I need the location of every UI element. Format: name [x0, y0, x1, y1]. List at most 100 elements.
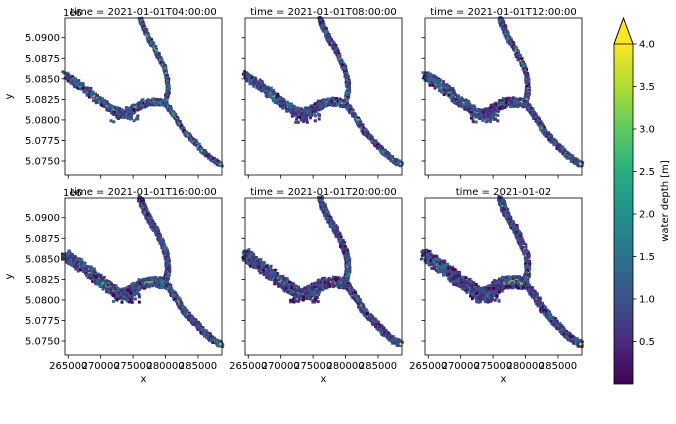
data-cell: [116, 117, 120, 120]
data-cell: [435, 81, 438, 85]
data-cell: [169, 109, 173, 113]
data-cell: [519, 97, 522, 100]
data-cell: [69, 81, 72, 84]
data-cell: [176, 120, 180, 124]
data-cell: [397, 162, 401, 166]
data-cell: [136, 114, 140, 118]
data-cell: [266, 85, 270, 89]
data-cell: [331, 44, 335, 48]
data-cell: [333, 102, 337, 106]
data-cell: [105, 107, 109, 111]
data-cell: [295, 117, 299, 121]
data-cell: [271, 93, 275, 96]
data-cell: [135, 117, 139, 121]
data-cell: [303, 106, 307, 110]
data-cell: [247, 78, 251, 81]
data-cell: [467, 109, 471, 112]
data-cell: [381, 149, 385, 153]
data-cell: [286, 101, 290, 105]
data-cell: [102, 102, 106, 106]
data-cell: [150, 99, 154, 102]
data-cell: [164, 93, 167, 97]
data-cell: [449, 95, 453, 99]
data-cell: [505, 100, 509, 104]
data-cell: [455, 97, 459, 101]
data-cell: [152, 98, 156, 101]
data-cell: [261, 89, 265, 93]
data-cell: [326, 35, 330, 39]
data-cell: [424, 75, 427, 79]
data-cell: [155, 97, 159, 101]
data-cell: [447, 93, 451, 97]
data-cell: [469, 107, 472, 110]
data-cell: [499, 101, 503, 105]
data-cell: [450, 97, 454, 101]
data-cell: [277, 95, 280, 98]
data-cell: [336, 49, 340, 53]
data-cell: [247, 75, 251, 79]
data-cell: [319, 103, 323, 106]
data-cell: [126, 116, 130, 120]
data-cell: [359, 120, 363, 124]
data-cell: [266, 90, 270, 94]
data-cell: [281, 106, 285, 110]
data-cell: [166, 92, 170, 96]
data-cell: [66, 79, 70, 83]
data-cell: [324, 34, 327, 38]
data-cell: [144, 102, 147, 106]
panel-title: time = 2021-01-01T04:00:00: [70, 7, 216, 18]
data-cell: [358, 125, 362, 129]
data-cell: [448, 85, 451, 89]
data-cell: [141, 100, 145, 103]
data-cell: [273, 97, 277, 101]
data-cell: [324, 98, 327, 102]
data-cell: [66, 77, 70, 80]
data-cell: [147, 36, 151, 40]
data-cell: [431, 83, 435, 87]
data-cell: [336, 100, 340, 103]
data-cell: [321, 20, 325, 24]
data-cell: [322, 101, 326, 104]
data-cell: [323, 103, 326, 107]
data-cell: [502, 103, 506, 107]
data-cell: [449, 89, 453, 92]
data-cell: [484, 115, 488, 119]
data-cell: [246, 73, 250, 77]
data-cell: [162, 65, 165, 69]
data-cell: [265, 89, 269, 93]
data-cell: [344, 91, 348, 95]
data-cell: [432, 79, 436, 82]
data-cell: [79, 83, 82, 86]
data-cell: [387, 157, 391, 160]
data-cell: [268, 94, 272, 97]
data-cell: [437, 77, 441, 81]
data-cell: [442, 86, 446, 90]
data-cell: [427, 79, 431, 83]
data-cell: [309, 112, 313, 116]
data-cell: [446, 88, 450, 92]
data-cell: [262, 83, 265, 87]
data-cell: [195, 143, 199, 147]
data-cell: [149, 42, 153, 45]
data-cell: [257, 86, 261, 90]
data-cell: [446, 90, 449, 94]
data-cell: [329, 101, 333, 104]
data-cell: [94, 96, 97, 100]
data-cell: [305, 113, 308, 117]
data-cell: [112, 113, 116, 116]
data-cell: [116, 111, 120, 115]
data-cell: [256, 81, 260, 85]
data-cell: [278, 98, 282, 102]
data-cell: [465, 102, 469, 106]
data-cell: [323, 26, 327, 30]
data-cell: [152, 42, 156, 46]
data-cell: [324, 30, 328, 34]
data-cell: [375, 145, 379, 149]
data-cell: [489, 105, 492, 109]
data-cell: [97, 98, 101, 102]
data-cell: [514, 99, 518, 103]
data-cell: [437, 84, 441, 88]
data-cell: [435, 76, 439, 80]
data-cell: [168, 87, 171, 90]
